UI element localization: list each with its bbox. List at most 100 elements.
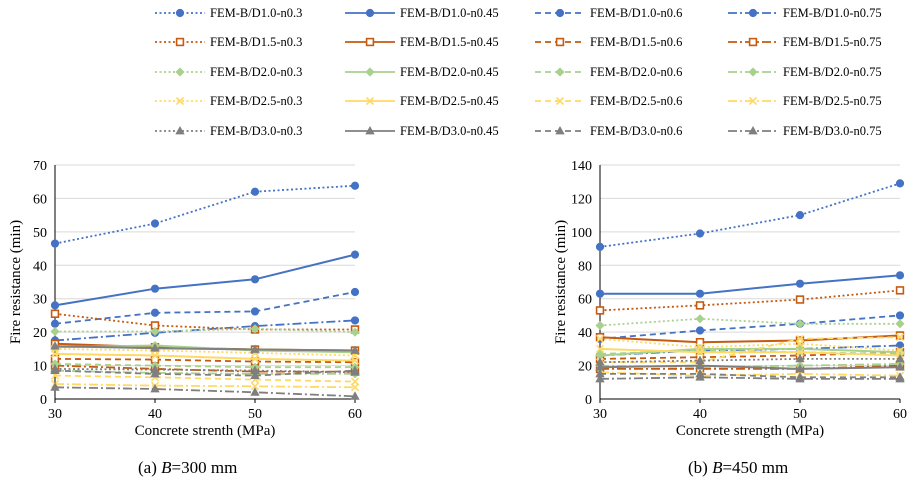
- caption-a-value: =300 mm: [171, 458, 238, 477]
- series-line: [54, 363, 355, 369]
- data-point: [250, 382, 260, 391]
- series-line: [599, 314, 901, 340]
- legend-marker: [365, 125, 375, 135]
- series-line: [599, 357, 900, 364]
- data-point: [595, 289, 605, 298]
- series-line: [599, 317, 900, 327]
- legend-label: FEM-B/D2.0-n0.45: [400, 65, 499, 79]
- chart-b-series: [595, 353, 905, 366]
- data-point: [250, 370, 260, 380]
- legend-marker: [748, 37, 758, 47]
- data-point: [695, 360, 705, 369]
- series-line: [599, 337, 901, 352]
- chart-b-series: [595, 179, 905, 252]
- series-line: [55, 327, 356, 333]
- chart-a-series: [50, 341, 360, 354]
- series-line: [54, 364, 355, 373]
- series-line: [54, 368, 356, 374]
- chart-a-series: [50, 181, 360, 248]
- legend-marker: [365, 8, 375, 18]
- data-point: [350, 316, 360, 325]
- series-line: [599, 334, 901, 344]
- legend-entry: FEM-B/D3.0-n0.45: [345, 124, 499, 138]
- y-axis-title: Fire resistance (min): [8, 220, 24, 344]
- series-line: [600, 372, 900, 379]
- series-line: [54, 253, 356, 307]
- legend-entry: FEM-B/D2.5-n0.6: [535, 94, 682, 108]
- data-point: [695, 372, 705, 381]
- legend-marker: [555, 67, 565, 77]
- legend-label: FEM-B/D3.0-n0.45: [400, 124, 499, 138]
- series-line: [54, 383, 356, 389]
- x-tick-label: 50: [793, 407, 807, 422]
- legend-entry: FEM-B/D3.0-n0.75: [728, 124, 882, 138]
- caption-b-value: =450 mm: [722, 458, 789, 477]
- legend-marker: [175, 125, 185, 135]
- legend-entry: FEM-B/D1.0-n0.6: [535, 6, 682, 20]
- chart-legend: FEM-B/D1.0-n0.3 FEM-B/D1.0-n0.45 FEM-B/D1.…: [155, 6, 882, 138]
- legend-entry: FEM-B/D1.5-n0.6: [535, 35, 682, 49]
- y-tick-label: 120: [571, 192, 592, 207]
- data-point: [50, 309, 60, 318]
- data-point: [695, 326, 705, 335]
- legend-label: FEM-B/D2.0-n0.75: [783, 65, 882, 79]
- caption-b: (b) B=450 mm: [688, 458, 788, 478]
- x-tick-label: 60: [348, 407, 362, 422]
- x-tick-label: 40: [148, 407, 162, 422]
- legend-entry: FEM-B/D2.5-n0.75: [728, 94, 882, 108]
- data-point: [150, 219, 160, 228]
- series-line: [54, 374, 356, 383]
- x-tick-label: 30: [593, 407, 607, 422]
- data-point: [795, 319, 805, 329]
- legend-marker: [555, 96, 565, 106]
- data-point: [350, 356, 360, 365]
- legend-marker: [555, 37, 565, 47]
- legend-marker: [175, 8, 185, 18]
- series-line: [54, 369, 356, 377]
- legend-label: FEM-B/D1.5-n0.75: [783, 35, 882, 49]
- chart-b-series: [595, 314, 905, 331]
- data-point: [150, 383, 160, 393]
- series-line: [599, 182, 901, 248]
- series-line: [599, 376, 900, 380]
- legend-marker: [748, 96, 758, 106]
- legend-label: FEM-B/D1.5-n0.6: [590, 35, 682, 49]
- data-point: [595, 344, 605, 353]
- legend-entry: FEM-B/D1.0-n0.75: [728, 6, 882, 20]
- y-tick-label: 140: [571, 159, 592, 174]
- data-point: [895, 319, 905, 329]
- data-point: [795, 211, 805, 220]
- legend-label: FEM-B/D2.5-n0.45: [400, 94, 499, 108]
- data-point: [895, 179, 905, 188]
- caption-b-prefix: (b): [688, 458, 713, 477]
- chart-a-series: [50, 379, 360, 392]
- series-line: [599, 363, 901, 369]
- data-point: [50, 365, 60, 374]
- legend-marker: [748, 125, 758, 135]
- chart-a-series: [50, 324, 360, 337]
- data-point: [250, 324, 260, 334]
- legend-label: FEM-B/D2.5-n0.6: [590, 94, 682, 108]
- data-point: [350, 365, 360, 374]
- data-point: [50, 341, 60, 350]
- chart-b-series: [595, 372, 905, 383]
- data-point: [350, 345, 360, 354]
- chart-b-series: [595, 271, 905, 298]
- legend-marker: [175, 96, 185, 106]
- data-point: [250, 354, 260, 363]
- legend-label: FEM-B/D1.0-n0.6: [590, 6, 682, 20]
- caption-b-variable: B: [712, 458, 723, 477]
- series-line: [599, 344, 901, 357]
- data-point: [695, 289, 705, 298]
- data-point: [150, 326, 160, 337]
- legend-entry: FEM-B/D1.5-n0.75: [728, 35, 882, 49]
- data-point: [50, 301, 60, 310]
- chart-a-series: [50, 365, 360, 380]
- y-tick-label: 40: [33, 259, 47, 274]
- data-point: [150, 284, 160, 293]
- y-tick-label: 30: [33, 293, 47, 308]
- legend-label: FEM-B/D1.5-n0.45: [400, 35, 499, 49]
- legend-label: FEM-B/D2.0-n0.6: [590, 65, 682, 79]
- legend-label: FEM-B/D2.5-n0.75: [783, 94, 882, 108]
- chart-a-series: [50, 382, 360, 400]
